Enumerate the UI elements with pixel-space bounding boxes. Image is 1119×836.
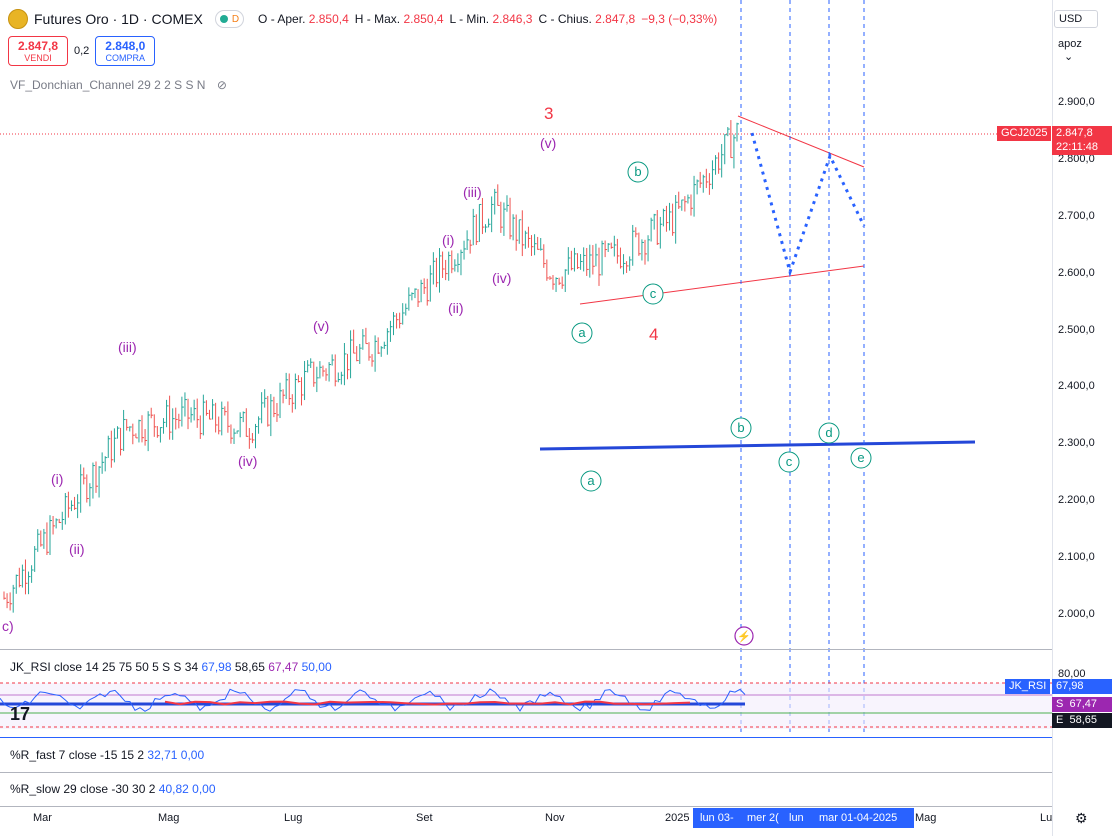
symbol-price-tag: GCJ2025: [997, 126, 1052, 141]
wave-label: (iv): [492, 270, 511, 286]
price-tick: 2.600,0: [1058, 266, 1095, 279]
rsi-legend[interactable]: JK_RSI close 14 25 75 50 5 S S 34 67,98 …: [10, 660, 332, 674]
wave-label: (ii): [69, 541, 85, 557]
projection-path: [750, 132, 866, 278]
wave-label: (iii): [118, 339, 137, 355]
hide-eye-icon[interactable]: ⊘: [216, 78, 227, 92]
x-label: Mag: [158, 812, 180, 824]
wave-circle: [580, 470, 602, 492]
spread-value: 0,2: [74, 45, 90, 57]
triangle-upper-line: [737, 115, 865, 168]
wave-label-red: 4: [649, 325, 658, 344]
x-label: Set: [416, 812, 433, 824]
wave-circle-label: d: [825, 425, 832, 440]
wave-circle-label: b: [634, 164, 641, 179]
price-tick: 2.900,0: [1058, 96, 1095, 108]
circle-labels: a b c a b c d e: [571, 161, 872, 492]
chart-header: Futures Oro · 1D · COMEX D O - Aper. 2.8…: [8, 6, 717, 32]
wave-label: (iii): [463, 184, 482, 200]
rsi-line: [0, 688, 746, 712]
triangle-lower-line: [579, 265, 865, 305]
wave-label: (v): [313, 318, 329, 334]
rsi-name-tag: JK_RSI: [1005, 679, 1051, 694]
x-label: Mar: [33, 812, 52, 824]
rsi-red-line: [164, 700, 691, 706]
wave-circle: [571, 322, 593, 344]
wave-circle-label: c: [650, 286, 657, 301]
price-tick: 2.200,0: [1058, 494, 1095, 507]
ohlc-close: C - Chius. 2.847,8: [538, 12, 636, 26]
wave-circle: [778, 451, 800, 473]
sell-button[interactable]: 2.847,8 VENDI: [8, 36, 68, 66]
delay-badge: D: [231, 13, 240, 25]
wave-circle: [850, 447, 872, 469]
wave-label: (i): [442, 232, 454, 248]
support-level-line: [539, 440, 976, 451]
wave-circle: [627, 161, 649, 183]
x-label: Lug: [284, 812, 303, 824]
x-range-highlight: [693, 808, 914, 828]
svg-text:⚡: ⚡: [737, 630, 751, 643]
wave-label: (v): [540, 135, 556, 151]
ohlc-high: H - Max. 2.850,4: [354, 12, 444, 26]
wave-circle-label: e: [857, 450, 864, 465]
x-highlight-label: lun 03-: [700, 812, 734, 824]
x-highlight-label: mer 2(: [747, 812, 779, 824]
wave-circle-label: b: [737, 420, 744, 435]
price-tick: 2.700,0: [1058, 209, 1095, 222]
rslow-legend[interactable]: %R_slow 29 close -30 30 2 40,82 0,00: [10, 782, 216, 796]
buy-button[interactable]: 2.848,0 COMPRA: [95, 36, 156, 66]
x-label: Nov: [545, 812, 565, 824]
last-price-tag: 2.847,8: [1052, 126, 1112, 141]
symbol-title[interactable]: Futures Oro · 1D · COMEX: [34, 11, 203, 27]
x-label: 2025: [665, 812, 690, 824]
settings-gear-icon[interactable]: ⚙: [1075, 810, 1088, 826]
wave-label-red: 3: [544, 104, 553, 123]
ohlc-open: O - Aper. 2.850,4: [258, 12, 349, 26]
rsi-tick: 80,00: [1058, 668, 1086, 680]
rfast-legend[interactable]: %R_fast 7 close -15 15 2 32,71 0,00: [10, 748, 205, 762]
countdown-tag: 22:11:48: [1052, 140, 1112, 155]
wave-label: (iv): [238, 453, 257, 469]
ohlc-change: −9,3 (−0,33%): [641, 12, 718, 26]
scale-select[interactable]: apoz ⌄: [1058, 38, 1082, 63]
price-tick: 2.400,0: [1058, 380, 1095, 393]
price-tick: 2.000,0: [1058, 608, 1095, 620]
rsi-s-tag: S 67,47: [1052, 697, 1112, 712]
price-tick: 2.500,0: [1058, 323, 1095, 336]
wave-circle: [730, 417, 752, 439]
donchian-legend[interactable]: VF_Donchian_Channel 29 2 2 S S N ⊘: [10, 78, 227, 92]
wave-circle: [818, 422, 840, 444]
candles-layer: [3, 120, 739, 613]
rsi-value-tag: 67,98: [1052, 679, 1112, 694]
price-tick: 2.300,0: [1058, 437, 1095, 450]
ohlc-low: L - Min. 2.846,3: [449, 12, 533, 26]
price-tick: 2.100,0: [1058, 551, 1095, 564]
chevron-down-icon: ⌄: [1064, 51, 1074, 63]
x-highlight-label: mar 01-04-2025: [819, 812, 898, 824]
tradingview-logo-icon: 17: [10, 704, 30, 724]
ohlc-readout: O - Aper. 2.850,4 H - Max. 2.850,4 L - M…: [258, 12, 717, 26]
wave-label: c): [2, 618, 14, 634]
x-label: Lu: [1040, 812, 1053, 824]
gold-icon: [8, 9, 28, 29]
wave-circle-label: a: [578, 325, 586, 340]
rsi-e-tag: E 58,65: [1052, 713, 1112, 728]
x-highlight-label: lun: [789, 812, 804, 824]
status-dot-icon: [219, 15, 228, 23]
lightning-icon: [734, 626, 754, 646]
price-tick: 2.800,0: [1058, 152, 1095, 165]
price-chart[interactable]: (v) (iii) (i) (iv) (ii) (v) (iii) (i) (i…: [0, 0, 1052, 836]
feed-status-badge[interactable]: D: [214, 10, 245, 28]
wave-label: (ii): [448, 300, 464, 316]
currency-select[interactable]: USD: [1054, 10, 1098, 28]
x-label: Mag: [915, 812, 937, 824]
wave-circle: [642, 283, 664, 305]
wave-circle-label: c: [786, 454, 793, 469]
wave-circle-label: a: [587, 473, 595, 488]
wave-label: (i): [51, 471, 63, 487]
trade-panel: 2.847,8 VENDI 0,2 2.848,0 COMPRA: [8, 36, 156, 66]
